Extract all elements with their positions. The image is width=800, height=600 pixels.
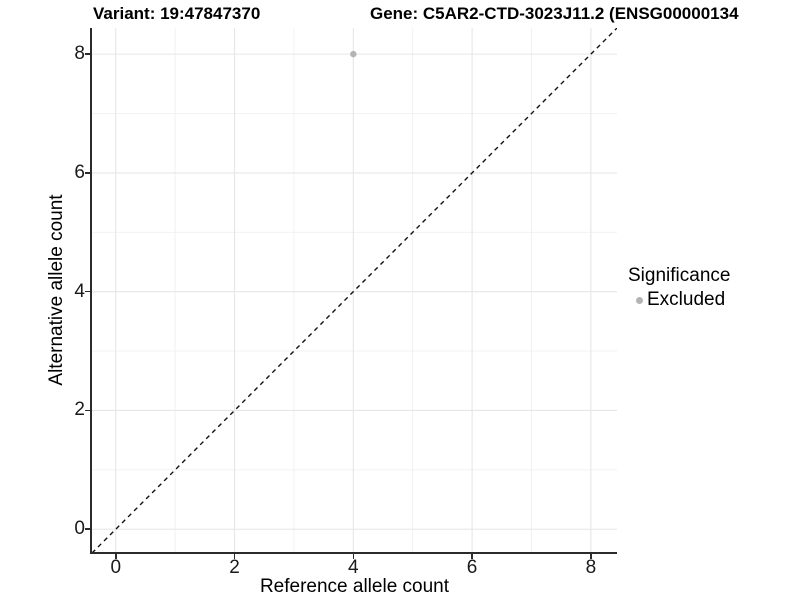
legend-item-excluded: Excluded — [628, 289, 730, 311]
plot-panel — [92, 28, 617, 553]
y-tick-mark — [85, 172, 91, 174]
y-tick-label: 2 — [74, 399, 85, 421]
x-tick-mark — [590, 554, 592, 560]
y-tick-mark — [85, 290, 91, 293]
x-tick-label: 0 — [110, 557, 122, 578]
gene-title: Gene: C5AR2-CTD-3023J11.2 (ENSG00000134 — [370, 4, 739, 23]
variant-title: Variant: 19:47847370 — [93, 4, 261, 23]
legend-title: Significance — [628, 265, 731, 286]
y-tick-label: 4 — [74, 280, 85, 302]
identity-line — [92, 28, 617, 553]
legend-item-label: Excluded — [647, 289, 726, 310]
legend: Significance Excluded — [628, 264, 730, 311]
y-tick-mark — [85, 409, 91, 412]
excluded-point-swatch — [635, 296, 643, 304]
x-tick-mark — [114, 554, 117, 560]
y-axis-line — [90, 27, 93, 554]
x-tick-label: 8 — [585, 557, 597, 578]
y-tick-label: 0 — [74, 518, 85, 540]
x-tick-mark — [471, 554, 473, 560]
data-point-excluded — [350, 50, 357, 58]
legend-key — [631, 292, 647, 308]
x-tick-label: 4 — [348, 557, 359, 578]
y-tick-label: 6 — [74, 161, 85, 183]
x-axis-title: Reference allele count — [259, 576, 450, 597]
y-tick-mark — [85, 528, 91, 531]
x-tick-label: 6 — [466, 557, 478, 578]
x-tick-mark — [352, 554, 355, 560]
x-axis-line — [90, 552, 618, 555]
y-tick-label: 8 — [74, 43, 85, 65]
y-tick-mark — [85, 53, 91, 55]
x-tick-label: 2 — [229, 557, 240, 578]
x-tick-mark — [233, 554, 236, 560]
panel-canvas — [92, 28, 617, 553]
